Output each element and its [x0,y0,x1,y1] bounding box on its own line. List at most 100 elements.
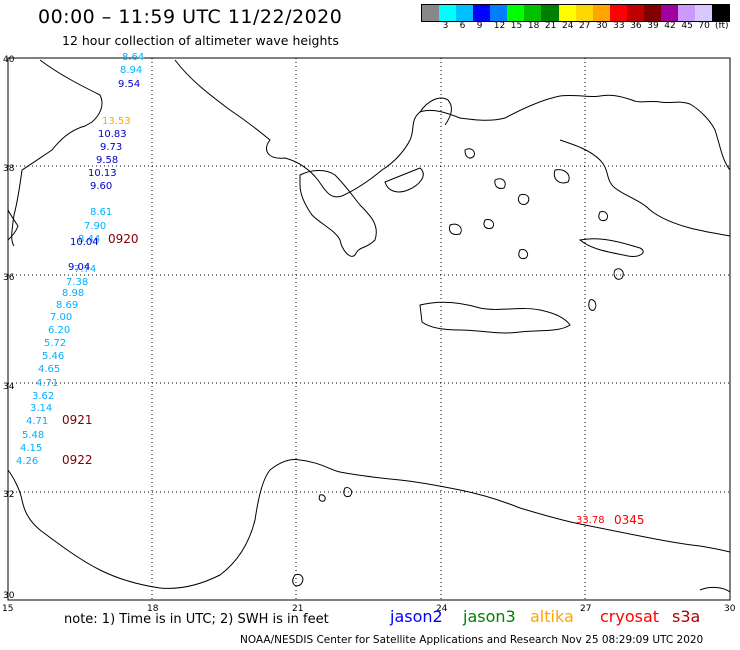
satellite-name-jason2: jason2 [390,607,443,626]
track-value-jason3: 4.65 [38,364,60,375]
latitude-label: 36 [3,273,15,283]
legend-swatch [643,5,661,21]
track-value-jason3: 7.90 [84,221,106,232]
legend-swatch [524,5,542,21]
legend-label: 3 [442,21,449,31]
pass-time-label: 0345 [614,513,645,527]
legend-swatch [626,5,644,21]
track-value-jason3: 3.62 [32,391,54,402]
legend-label: 18 [527,21,540,31]
legend-swatch [422,5,440,21]
latitude-label: 38 [3,164,15,174]
legend-label: 33 [613,21,625,31]
coastlines [7,59,731,593]
legend-label: 15 [510,21,523,31]
legend-swatch [660,5,678,21]
legend-swatch [507,5,525,21]
track-value-jason2: 10.04 [70,237,99,248]
latitude-label: 40 [3,55,15,65]
legend-swatch [677,5,695,21]
longitude-label: 27 [580,604,591,614]
legend-label: 27 [579,21,591,31]
legend-label: 45 [681,21,693,31]
longitude-label: 15 [2,604,13,614]
latitude-label: 32 [3,490,14,500]
legend-swatch [575,5,593,21]
track-value-jason3: 8.69 [56,300,78,311]
legend-swatch [695,5,713,21]
track-value-jason2: 9.04 [68,262,90,273]
track-value-jason3: 6.20 [48,325,70,336]
legend-unit: (ft) [714,21,729,31]
satellite-name-s3a: s3a [672,607,701,626]
track-value-altika: 13.53 [102,116,131,127]
legend-swatch [558,5,576,21]
track-value-jason3: 8.94 [120,65,142,76]
legend-label: 39 [647,21,659,31]
legend-swatch [473,5,491,21]
track-value-jason3: 8.61 [90,207,112,218]
legend-swatch [439,5,457,21]
legend-swatch [609,5,627,21]
track-value-jason3: 7.00 [50,312,72,323]
legend-label: 24 [561,21,574,31]
track-value-jason3: 7.38 [66,277,88,288]
longitude-label: 24 [436,604,448,614]
track-value-jason3: 7.74 [74,264,96,275]
legend-swatch [592,5,610,21]
latitude-tick-labels: 40 38 36 34 32 30 [3,55,15,601]
wave-height-track-labels: 8.64 8.94 8.61 7.90 8.44 7.74 7.388.988.697.00… [16,52,605,526]
latitude-label: 34 [3,382,15,392]
legend-label: 12 [493,21,506,31]
map-frame [7,57,731,601]
footer-note: note: 1) Time is in UTC; 2) SWH is in fe… [64,612,329,627]
track-value-jason2: 10.13 [88,168,117,179]
legend-label: 21 [544,21,557,31]
track-value-jason3: 4.15 [20,443,42,454]
legend-swatch [456,5,474,21]
legend-swatch [541,5,559,21]
legend-label: 6 [459,21,466,31]
pass-time-label: 0922 [62,453,93,467]
track-value-jason2: 9.60 [90,181,112,192]
track-value-jason2: 9.73 [100,142,122,153]
longitude-label: 30 [724,604,736,614]
pass-time-labels: 0920 0921 0922 0345 [62,232,645,527]
track-value-jason3: 5.48 [22,430,44,441]
legend-label: 42 [664,21,676,31]
longitude-label: 18 [147,604,159,614]
track-value-jason2: 10.83 [98,129,127,140]
satellite-name-jason3: jason3 [463,607,516,626]
legend-label: 30 [596,21,608,31]
longitude-label: 21 [292,604,303,614]
color-legend-bar [421,4,730,22]
track-value-jason3: 4.26 [16,456,38,467]
track-value-jason3: 8.98 [62,288,84,299]
track-value-jason3: 5.46 [42,351,64,362]
longitude-tick-labels: 15 18 21 24 27 30 [2,604,736,614]
legend-label: 9 [476,21,483,31]
map-title: 00:00 – 11:59 UTC 11/22/2020 [38,6,343,28]
track-value-jason3: 4.71 [36,378,58,389]
legend-swatch [712,5,730,21]
map-subtitle: 12 hour collection of altimeter wave hei… [62,33,339,48]
satellite-name-altika: altika [530,607,574,626]
track-value-cryosat: 33.78 [576,515,605,526]
latitude-label: 30 [3,591,15,601]
track-value-jason3: 3.14 [30,403,52,414]
pass-time-label: 0921 [62,413,93,427]
legend-swatch [490,5,508,21]
pass-time-label: 0920 [108,232,139,246]
track-value-jason3: 8.44 [78,234,100,245]
track-value-jason2: 9.58 [96,155,118,166]
map-grid [8,58,730,600]
track-value-jason2: 9.54 [118,79,140,90]
satellite-name-cryosat: cryosat [600,607,660,626]
track-value-jason3: 5.72 [44,338,66,349]
track-value-jason3: 4.71 [26,416,48,427]
legend-label: 36 [630,21,642,31]
track-value-jason3: 8.64 [122,52,144,63]
legend-label: 70 [698,21,710,31]
footer-credit: NOAA/NESDIS Center for Satellite Applica… [240,634,704,646]
